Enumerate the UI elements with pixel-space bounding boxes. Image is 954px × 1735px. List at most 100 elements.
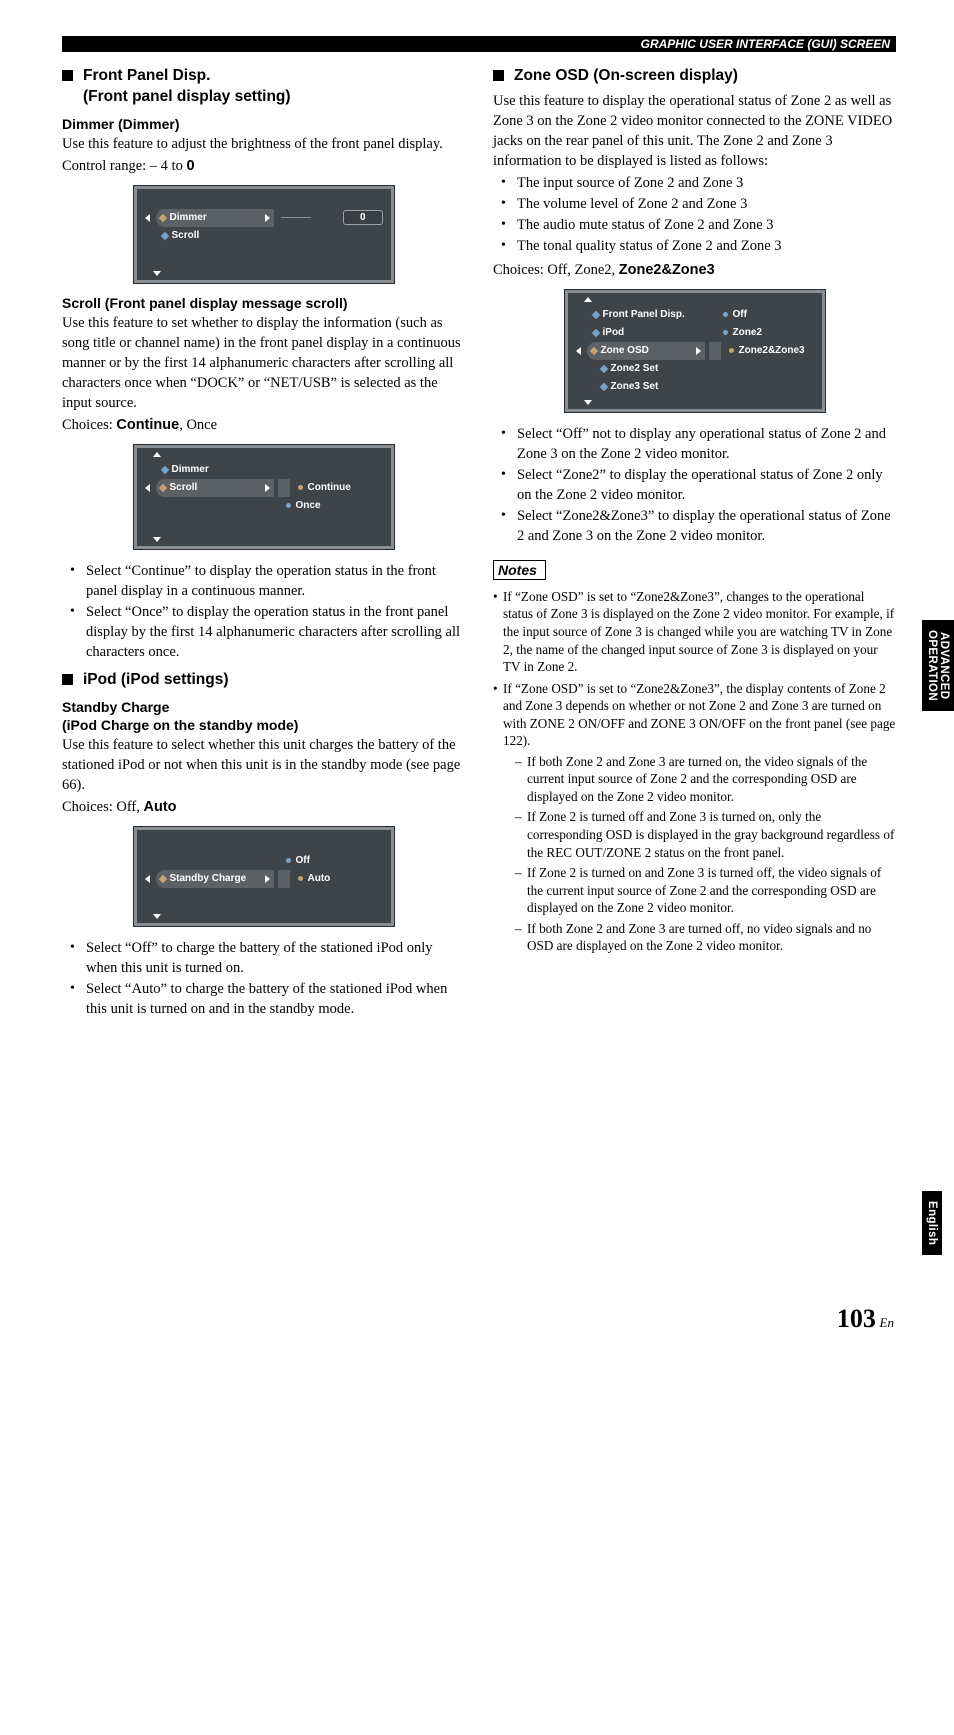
section-zone-osd: Zone OSD (On-screen display) xyxy=(493,66,896,87)
dash-item: If Zone 2 is turned off and Zone 3 is tu… xyxy=(515,808,896,861)
list-item: The input source of Zone 2 and Zone 3 xyxy=(497,173,896,193)
standby-choices: Choices: Off, Auto xyxy=(62,797,465,817)
text: Choices: xyxy=(62,417,116,433)
gui-row-selected: Scroll Continue xyxy=(145,479,383,497)
notes-label: Notes xyxy=(493,560,546,580)
bold-value: Zone2&Zone3 xyxy=(619,262,715,278)
triangle-down-icon xyxy=(584,400,592,405)
option-label: Zone2 xyxy=(733,327,762,338)
row-label: Dimmer xyxy=(170,212,207,223)
section-title: iPod (iPod settings) xyxy=(83,670,229,691)
gui-panel-scroll: Dimmer Scroll Continue Once xyxy=(134,445,394,549)
diamond-icon xyxy=(158,214,166,222)
list-item: The audio mute status of Zone 2 and Zone… xyxy=(497,215,896,235)
row-label: Zone2 Set xyxy=(611,363,659,374)
zone-intro: Use this feature to display the operatio… xyxy=(493,91,896,171)
page-number-value: 103 xyxy=(837,1304,876,1333)
section-ipod: iPod (iPod settings) xyxy=(62,670,465,691)
scroll-heading: Scroll (Front panel display message scro… xyxy=(62,295,465,311)
diamond-icon xyxy=(599,383,607,391)
value-box: 0 xyxy=(343,210,383,225)
square-bullet-icon xyxy=(493,70,504,81)
tab-advanced-operation: ADVANCED OPERATION xyxy=(922,620,954,711)
triangle-right-icon xyxy=(696,347,701,355)
tab-line: OPERATION xyxy=(926,630,938,701)
diamond-icon xyxy=(599,365,607,373)
triangle-left-icon xyxy=(145,875,150,883)
standby-heading-1: Standby Charge xyxy=(62,699,465,715)
gui-row: Zone2 Set xyxy=(576,360,814,378)
dash-item: If both Zone 2 and Zone 3 are turned on,… xyxy=(515,753,896,806)
list-item: Select “Zone2” to display the operationa… xyxy=(497,465,896,505)
dot-icon xyxy=(286,503,291,508)
diamond-icon xyxy=(160,232,168,240)
gui-panel-standby: Off Standby Charge Auto xyxy=(134,827,394,926)
triangle-down-icon xyxy=(153,271,161,276)
triangle-left-icon xyxy=(145,214,150,222)
section-title: Zone OSD (On-screen display) xyxy=(514,66,738,87)
zone-choices: Choices: Off, Zone2, Zone2&Zone3 xyxy=(493,260,896,280)
list-item: The tonal quality status of Zone 2 and Z… xyxy=(497,236,896,256)
option-label: Continue xyxy=(308,482,351,493)
row-label: Scroll xyxy=(170,482,198,493)
diamond-icon xyxy=(589,347,597,355)
note-text: If “Zone OSD” is set to “Zone2&Zone3”, t… xyxy=(503,681,895,749)
scroll-choices: Choices: Continue, Once xyxy=(62,415,465,435)
option-label: Off xyxy=(733,309,747,320)
triangle-up-icon xyxy=(584,297,592,302)
list-item: Select “Continue” to display the operati… xyxy=(66,561,465,601)
diamond-icon xyxy=(591,329,599,337)
option-label: Auto xyxy=(308,873,331,884)
row-label: Standby Charge xyxy=(170,873,247,884)
gui-row: Zone3 Set xyxy=(576,378,814,396)
list-item: Select “Off” not to display any operatio… xyxy=(497,424,896,464)
square-bullet-icon xyxy=(62,674,73,685)
gui-row: Dimmer xyxy=(145,461,383,479)
gui-panel-dimmer: Dimmer 0 Scroll xyxy=(134,186,394,283)
text: Choices: Off, xyxy=(62,799,144,815)
gui-row-scroll: Scroll xyxy=(145,227,383,245)
option-label: Zone2&Zone3 xyxy=(739,345,805,356)
row-label: Front Panel Disp. xyxy=(603,309,685,320)
triangle-right-icon xyxy=(265,875,270,883)
text: Control range: – 4 to xyxy=(62,158,186,174)
row-label: Dimmer xyxy=(172,464,209,475)
dimmer-body: Use this feature to adjust the brightnes… xyxy=(62,134,465,154)
list-item: Select “Once” to display the operation s… xyxy=(66,602,465,662)
tab-english: English xyxy=(922,1191,942,1255)
page-suffix: En xyxy=(880,1315,894,1330)
square-bullet-icon xyxy=(62,70,73,81)
gui-row-selected: Zone OSD Zone2&Zone3 xyxy=(576,342,814,360)
text: , Once xyxy=(179,417,217,433)
option-label: Once xyxy=(296,500,321,511)
row-label: Zone3 Set xyxy=(611,381,659,392)
list-item: The volume level of Zone 2 and Zone 3 xyxy=(497,194,896,214)
dimmer-range: Control range: – 4 to 0 xyxy=(62,156,465,176)
triangle-down-icon xyxy=(153,914,161,919)
tab-line: ADVANCED xyxy=(938,632,950,700)
gui-row-dimmer: Dimmer 0 xyxy=(145,209,383,227)
gui-panel-zone-osd: Front Panel Disp. Off iPod Zone2 Zone OS… xyxy=(565,290,825,412)
section-front-panel-disp: Front Panel Disp. (Front panel display s… xyxy=(62,66,465,108)
option-label: Off xyxy=(296,855,310,866)
list-item: Select “Off” to charge the battery of th… xyxy=(66,938,465,978)
dash-item: If Zone 2 is turned on and Zone 3 is tur… xyxy=(515,864,896,917)
bold-value: Continue xyxy=(116,417,179,433)
bold-value: 0 xyxy=(186,158,194,174)
triangle-right-icon xyxy=(265,484,270,492)
row-label: iPod xyxy=(603,327,625,338)
triangle-down-icon xyxy=(153,537,161,542)
triangle-left-icon xyxy=(576,347,581,355)
gui-row: Off xyxy=(145,852,383,870)
diamond-icon xyxy=(160,466,168,474)
diamond-icon xyxy=(591,311,599,319)
triangle-up-icon xyxy=(153,452,161,457)
dot-icon xyxy=(723,330,728,335)
left-column: Front Panel Disp. (Front panel display s… xyxy=(62,66,465,1023)
section-title: Front Panel Disp. (Front panel display s… xyxy=(83,66,291,108)
list-item: Select “Auto” to charge the battery of t… xyxy=(66,979,465,1019)
row-label: Zone OSD xyxy=(601,345,649,356)
dot-icon xyxy=(298,485,303,490)
dot-icon xyxy=(286,858,291,863)
note-item: If “Zone OSD” is set to “Zone2&Zone3”, t… xyxy=(493,680,896,955)
